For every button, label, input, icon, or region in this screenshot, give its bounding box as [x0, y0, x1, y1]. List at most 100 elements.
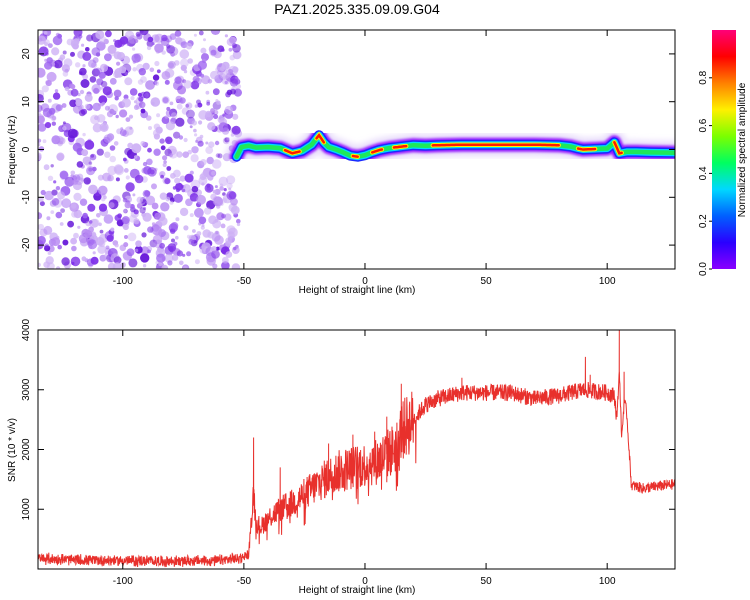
noise-point [226, 225, 236, 235]
noise-point [196, 231, 202, 236]
noise-point [175, 235, 179, 240]
chart-title: PAZ1.2025.335.09.09.G04 [274, 1, 440, 17]
noise-point [126, 43, 130, 47]
noise-point [184, 173, 194, 183]
noise-point [137, 92, 143, 97]
noise-point [205, 141, 209, 145]
noise-point [105, 245, 110, 250]
noise-point [185, 102, 193, 109]
noise-point [51, 237, 61, 247]
noise-point [87, 203, 96, 212]
noise-point [171, 112, 178, 119]
spectrogram-x-ticks: -100 -50 0 50 100 [113, 30, 616, 287]
noise-point [143, 207, 147, 210]
noise-point [88, 59, 97, 68]
noise-point [147, 36, 154, 43]
noise-point [121, 98, 131, 108]
noise-point [147, 147, 152, 153]
noise-point [38, 67, 46, 78]
noise-point [91, 84, 101, 94]
noise-point [99, 122, 109, 132]
noise-point [39, 201, 45, 207]
noise-point [113, 70, 121, 79]
noise-point [151, 183, 157, 190]
colorbar: 0.0 0.2 0.4 0.6 0.8 Normalized spectral ampl… [698, 30, 748, 276]
noise-point [82, 212, 88, 219]
noise-point [191, 120, 197, 126]
noise-point [134, 174, 144, 184]
noise-point [90, 154, 95, 158]
noise-point [62, 71, 69, 77]
noise-point [124, 71, 129, 76]
noise-point [160, 174, 165, 179]
noise-point [100, 86, 104, 90]
noise-point [214, 230, 220, 236]
noise-point [179, 260, 184, 266]
noise-point [193, 128, 197, 133]
noise-point [206, 156, 214, 165]
noise-point [70, 256, 81, 267]
noise-point [123, 157, 127, 162]
noise-point [159, 242, 166, 249]
noise-point [221, 261, 230, 269]
noise-point [221, 48, 225, 52]
noise-point [109, 155, 116, 163]
noise-point [193, 33, 197, 37]
noise-point [166, 45, 176, 54]
noise-point [106, 234, 114, 242]
noise-point [58, 137, 66, 145]
noise-point [78, 71, 83, 75]
noise-point [179, 175, 186, 182]
noise-point [61, 198, 72, 209]
noise-point [134, 155, 138, 159]
noise-point [98, 240, 106, 248]
noise-point [50, 210, 55, 215]
noise-point [38, 223, 44, 231]
noise-point [118, 66, 127, 74]
noise-point [233, 88, 242, 97]
noise-point [137, 79, 144, 85]
ridge-hot-core [431, 143, 560, 147]
noise-point [140, 108, 146, 114]
noise-point [53, 180, 57, 184]
noise-point [178, 135, 184, 140]
noise-point [90, 256, 99, 265]
noise-point [56, 153, 64, 161]
noise-point [185, 103, 190, 108]
noise-point [81, 256, 87, 262]
noise-point [38, 262, 41, 267]
noise-point [204, 183, 214, 193]
noise-point [110, 227, 115, 232]
noise-point [214, 188, 221, 195]
noise-point [64, 86, 70, 92]
noise-point [164, 253, 174, 263]
noise-point [163, 160, 167, 164]
noise-point [189, 170, 194, 175]
noise-point [160, 202, 170, 212]
noise-point [226, 137, 230, 141]
x-tick-label: -100 [113, 276, 133, 287]
noise-point [169, 33, 177, 40]
noise-point [73, 192, 82, 201]
noise-point [217, 153, 223, 159]
noise-point [85, 47, 90, 52]
noise-point [165, 121, 175, 131]
noise-point [62, 121, 66, 125]
snr-panel: -100 -50 0 50 100 1000 2000 3000 4000 Height of… [7, 318, 676, 596]
y-tick-label: 3000 [21, 378, 32, 401]
noise-point [140, 140, 146, 147]
noise-point [138, 68, 146, 76]
noise-point [169, 101, 174, 106]
noise-point [81, 43, 85, 47]
noise-point [211, 171, 216, 176]
noise-point [213, 196, 224, 207]
colorbar-tick-label: 0.4 [698, 166, 709, 180]
noise-point [113, 256, 122, 265]
noise-point [231, 263, 241, 269]
noise-point [63, 58, 73, 68]
noise-point [159, 192, 168, 200]
noise-point [42, 139, 47, 144]
noise-point [141, 232, 147, 238]
snr-series-line [38, 330, 675, 568]
